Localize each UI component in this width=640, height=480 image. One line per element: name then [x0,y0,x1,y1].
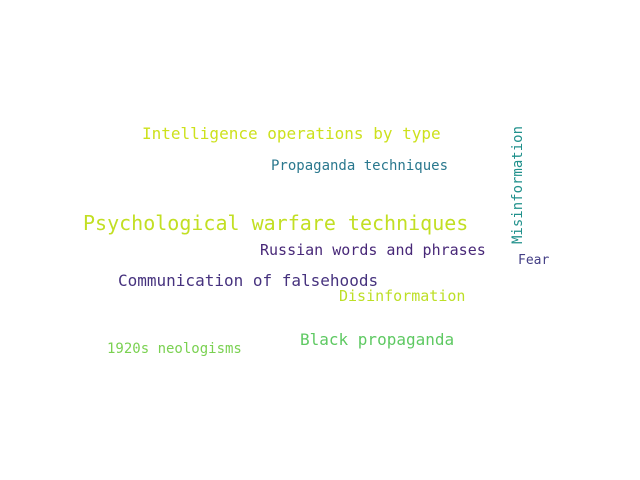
word-disinformation: Disinformation [339,287,466,305]
word-russian-words-and-phrases: Russian words and phrases [260,241,486,259]
word-intelligence-operations-by-type: Intelligence operations by type [142,124,441,143]
word-fear: Fear [518,253,550,268]
word-communication-of-falsehoods: Communication of falsehoods [118,271,379,290]
word-propaganda-techniques: Propaganda techniques [271,158,449,174]
word-1920s-neologisms: 1920s neologisms [107,341,242,357]
word-misinformation: Misinformation [510,125,526,244]
word-psychological-warfare-techniques: Psychological warfare techniques [83,211,469,235]
word-black-propaganda: Black propaganda [300,330,455,349]
